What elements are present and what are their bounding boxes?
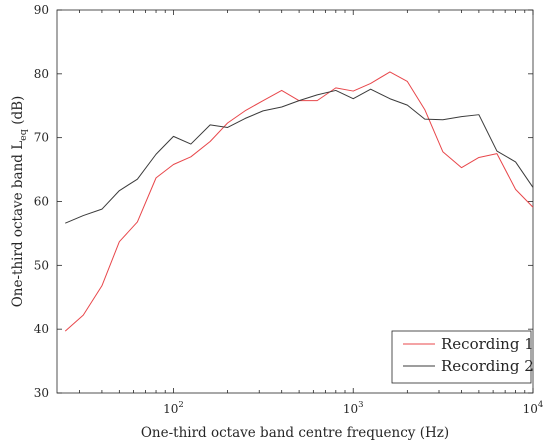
x-tick-label: 103 (343, 400, 364, 416)
y-tick-label: 50 (34, 258, 49, 272)
series-line-recording-1 (64, 71, 534, 332)
y-axis-label: One-third octave band Leq (dB) (10, 96, 29, 308)
y-tick-label: 80 (34, 67, 49, 81)
legend-label-recording-2: Recording 2 (441, 357, 534, 375)
y-axis-label-suffix: (dB) (10, 96, 26, 129)
x-tick-label: 102 (163, 400, 184, 416)
y-tick-label: 60 (34, 195, 49, 209)
legend-box (391, 330, 532, 384)
x-axis-ticks: 102 103 104 (79, 10, 543, 416)
legend: Recording 1 Recording 2 (391, 330, 534, 384)
y-tick-label: 30 (34, 386, 49, 400)
series-lines (64, 71, 534, 332)
y-axis-label-subscript: eq (18, 129, 29, 141)
series-line-recording-2 (65, 88, 534, 224)
legend-label-recording-1: Recording 1 (441, 335, 534, 353)
y-tick-label: 70 (34, 131, 49, 145)
y-axis-label-main: One-third octave band L (10, 141, 26, 308)
x-axis-label: One-third octave band centre frequency (… (141, 425, 449, 441)
x-tick-label: 104 (523, 400, 544, 416)
y-tick-label: 90 (34, 3, 49, 17)
y-tick-label: 40 (34, 322, 49, 336)
y-axis-ticks: 30 40 50 60 70 80 90 (34, 3, 533, 400)
